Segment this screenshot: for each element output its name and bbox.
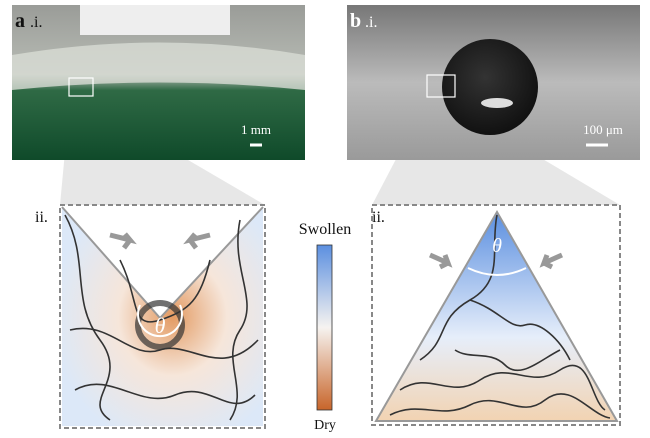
arrow bbox=[428, 252, 453, 270]
arrow bbox=[183, 232, 211, 250]
scale-label: 100 μm bbox=[583, 122, 623, 137]
colorbar-bottom: Dry bbox=[314, 418, 336, 433]
droplet-highlight bbox=[481, 98, 513, 108]
angle-label: θ bbox=[492, 235, 502, 257]
panel-letter: b bbox=[350, 10, 361, 32]
zoom-label: ii. bbox=[372, 209, 385, 226]
gel-surface bbox=[61, 206, 264, 320]
inset-box bbox=[426, 74, 456, 98]
arrow bbox=[109, 232, 137, 250]
panel-sub: .i. bbox=[365, 14, 377, 31]
polymer-network bbox=[64, 214, 259, 421]
panel-letter: a bbox=[15, 10, 25, 32]
colorbar-top: Swollen bbox=[299, 221, 351, 238]
colorbar bbox=[316, 244, 333, 411]
scale-label: 1 mm bbox=[241, 122, 271, 137]
angle-label: θ bbox=[155, 313, 166, 338]
panel-sub: .i. bbox=[30, 14, 42, 31]
angle-arc bbox=[467, 267, 527, 276]
gel-region bbox=[374, 209, 619, 422]
polymer-network bbox=[389, 214, 611, 419]
indenter bbox=[80, 5, 230, 35]
inset-box bbox=[68, 77, 94, 97]
zoom-label: ii. bbox=[35, 209, 48, 226]
droplet bbox=[442, 39, 538, 135]
arrow bbox=[539, 252, 564, 270]
angle-arc bbox=[137, 304, 183, 338]
